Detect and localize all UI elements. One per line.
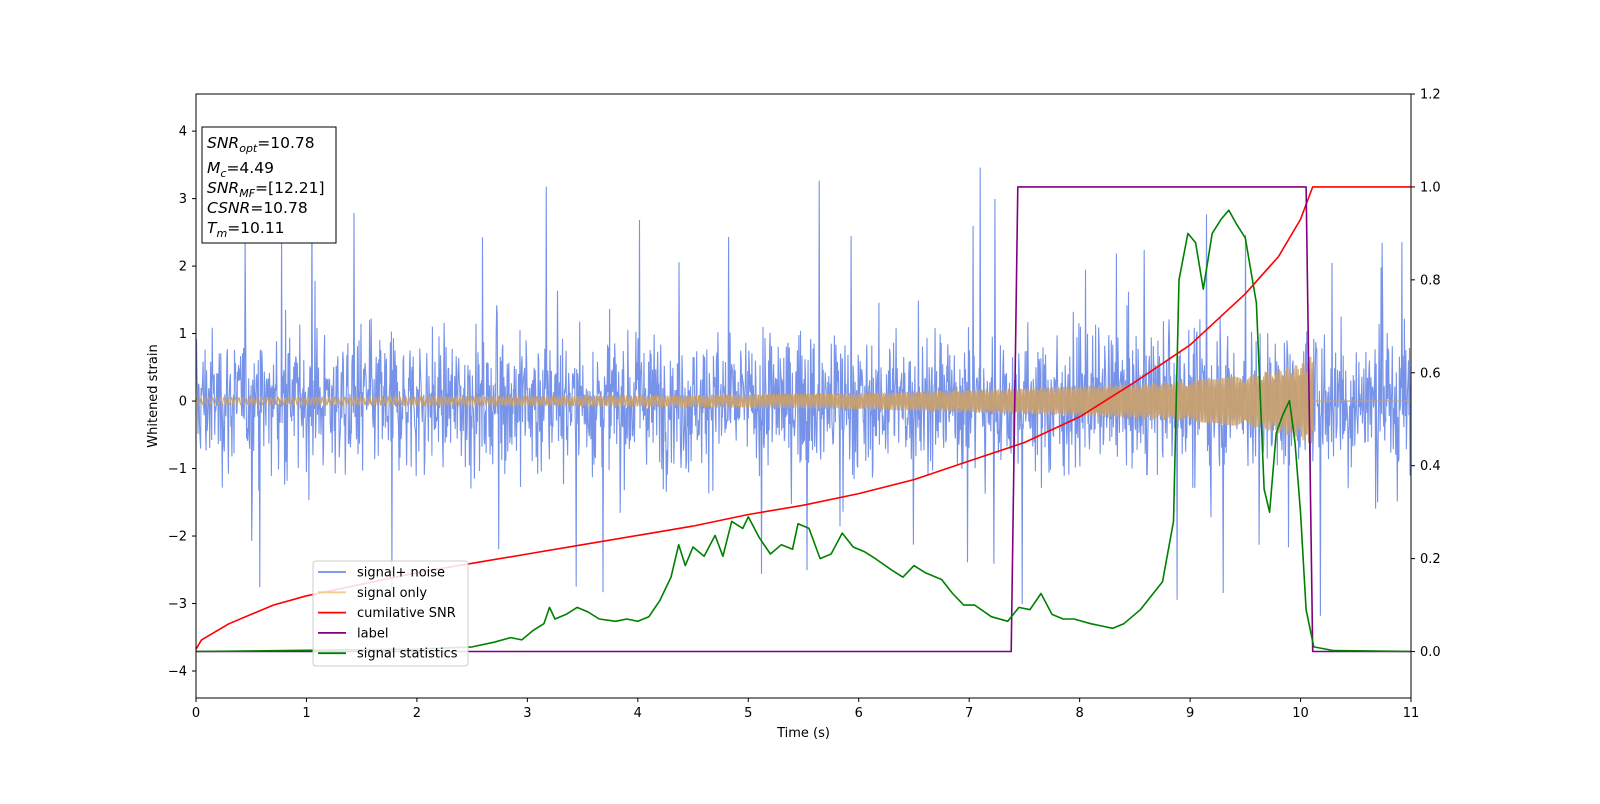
y-right-tick-label: 1.2 <box>1420 88 1441 103</box>
y-left-tick-label: 4 <box>179 125 187 140</box>
annotation-line: CSNR=10.78 <box>207 199 308 217</box>
y-right-tick-label: 0.0 <box>1420 645 1441 660</box>
annotation-line: SNRMF=[12.21] <box>207 179 325 200</box>
annotation-value: =10.11 <box>227 219 284 237</box>
y-left-tick-label: −4 <box>168 665 187 680</box>
x-tick-label: 10 <box>1292 706 1309 721</box>
annotation-symbol: T <box>207 219 218 237</box>
x-tick-label: 4 <box>634 706 642 721</box>
legend: signal+ noise signal only cumilative SNR la… <box>312 560 469 667</box>
annotation-line: Mc=4.49 <box>207 159 274 180</box>
annotation-value: =10.78 <box>257 134 314 152</box>
legend-label: label <box>357 626 388 641</box>
annotation-symbol: SNR <box>207 134 239 152</box>
y-left-tick-label: 3 <box>179 192 187 207</box>
annotation-frame <box>201 126 337 244</box>
annotation-symbol: M <box>207 159 220 177</box>
annotation-subscript: m <box>216 227 227 240</box>
x-tick-label: 9 <box>1186 706 1194 721</box>
x-tick-label: 2 <box>413 706 421 721</box>
legend-label: cumilative SNR <box>357 606 456 621</box>
x-tick-label: 8 <box>1075 706 1083 721</box>
y-left-tick-label: 2 <box>179 260 187 275</box>
y-right-tick-label: 1.0 <box>1420 180 1441 195</box>
annotation-subscript: MF <box>239 187 255 200</box>
y-right-tick-label: 0.4 <box>1420 459 1441 474</box>
annotation-subscript: opt <box>239 142 258 155</box>
y-left-tick-label: −1 <box>168 462 187 477</box>
series-signal-noise <box>196 167 1411 616</box>
annotation-value: =4.49 <box>226 159 274 177</box>
annotation-line: Tm=10.11 <box>207 219 285 240</box>
series-signal-statistics <box>196 209 1411 653</box>
x-tick-label: 11 <box>1403 706 1420 721</box>
annotation-box: SNRopt=10.78Mc=4.49SNRMF=[12.21]CSNR=10.… <box>201 126 337 244</box>
y-right-tick-label: 0.2 <box>1420 552 1441 567</box>
annotation-value: =[12.21] <box>255 179 324 197</box>
legend-label: signal+ noise <box>357 566 445 581</box>
annotation-subscript: c <box>220 167 226 180</box>
legend-label: signal only <box>357 586 427 601</box>
legend-frame <box>312 560 469 667</box>
series-signal-only <box>196 356 1411 447</box>
annotation-symbol: CSNR <box>207 199 250 217</box>
x-tick-label: 7 <box>965 706 973 721</box>
y-left-tick-label: −2 <box>168 530 187 545</box>
x-tick-label: 1 <box>302 706 310 721</box>
series-label <box>196 186 1411 653</box>
y-axis-right: 1.2 1.0 0.8 0.6 0.4 0.2 0.0 <box>1411 88 1441 660</box>
legend-label: signal statistics <box>357 647 458 662</box>
x-axis-label: Time (s) <box>776 726 830 741</box>
y-axis-label: Whitened strain <box>146 344 161 447</box>
x-tick-label: 6 <box>855 706 863 721</box>
x-axis: 0 1 2 3 4 5 6 7 8 9 10 11 <box>192 698 1419 721</box>
x-tick-label: 5 <box>744 706 752 721</box>
annotation-line: SNRopt=10.78 <box>207 134 315 155</box>
y-left-tick-label: 1 <box>179 327 187 342</box>
plot-frame <box>195 93 1412 699</box>
annotation-symbol: SNR <box>207 179 239 197</box>
x-tick-label: 3 <box>523 706 531 721</box>
y-right-tick-label: 0.6 <box>1420 366 1441 381</box>
y-left-tick-label: −3 <box>168 597 187 612</box>
y-axis-left: 4 3 2 1 0 −1 −2 −3 −4 <box>168 125 196 680</box>
x-tick-label: 0 <box>192 706 200 721</box>
y-left-tick-label: 0 <box>179 395 187 410</box>
annotation-value: =10.78 <box>250 199 307 217</box>
y-right-tick-label: 0.8 <box>1420 273 1441 288</box>
